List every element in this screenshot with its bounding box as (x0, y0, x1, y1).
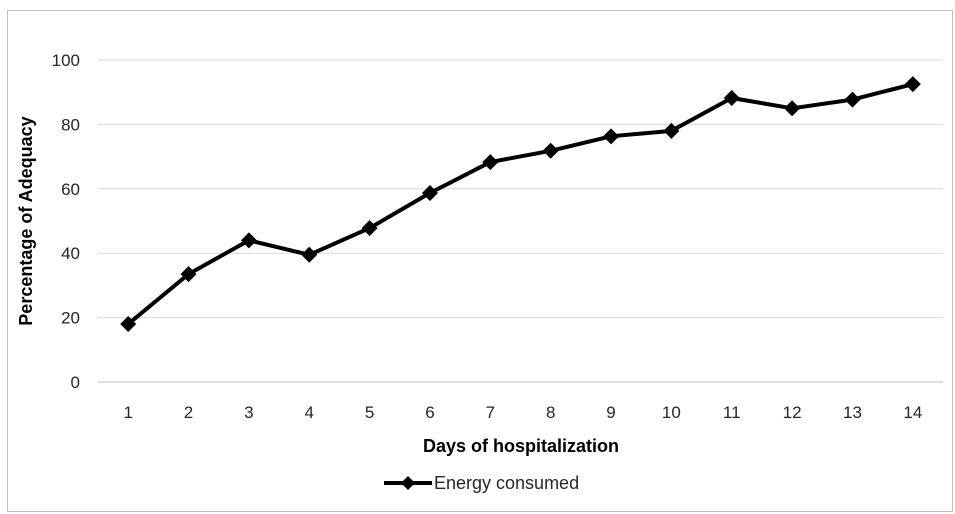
data-point (663, 122, 680, 139)
data-point (120, 316, 137, 333)
data-point (844, 91, 861, 108)
x-tick-label: 1 (123, 403, 132, 422)
data-point (301, 246, 318, 263)
x-tick-label: 3 (244, 403, 253, 422)
x-tick-label: 5 (365, 403, 374, 422)
data-point (482, 154, 499, 171)
x-tick-label: 4 (305, 403, 314, 422)
x-tick-label: 10 (662, 403, 681, 422)
x-tick-label: 14 (903, 403, 922, 422)
gridlines (98, 59, 943, 383)
y-tick-label: 100 (52, 51, 80, 70)
x-tick-label: 13 (843, 403, 862, 422)
x-tick-label: 9 (606, 403, 615, 422)
y-axis-title: Percentage of Adequacy (16, 116, 36, 325)
y-tick-label: 60 (61, 180, 80, 199)
series-layer (120, 76, 921, 333)
data-point (723, 89, 740, 106)
x-tick-label: 8 (546, 403, 555, 422)
legend: Energy consumed (384, 473, 579, 493)
data-point (180, 266, 197, 283)
legend-label: Energy consumed (434, 473, 579, 493)
y-axis-ticks: 0 20 40 60 80 100 (52, 51, 80, 392)
series-line (126, 82, 914, 326)
x-tick-label: 7 (486, 403, 495, 422)
x-axis-title: Days of hospitalization (423, 436, 619, 456)
x-axis-ticks: 1 2 3 4 5 6 7 8 9 10 11 12 13 14 (123, 403, 922, 422)
data-point (361, 220, 378, 237)
legend-diamond-marker (401, 476, 415, 490)
data-point (240, 232, 257, 249)
x-tick-label: 2 (184, 403, 193, 422)
data-point (421, 184, 438, 201)
chart-area (7, 10, 953, 512)
y-tick-label: 40 (61, 244, 80, 263)
y-tick-label: 20 (61, 309, 80, 328)
y-tick-label: 0 (71, 373, 80, 392)
data-point (603, 128, 620, 145)
x-tick-label: 6 (425, 403, 434, 422)
x-tick-label: 12 (783, 403, 802, 422)
data-point (904, 76, 921, 93)
y-tick-label: 80 (61, 115, 80, 134)
x-tick-label: 11 (723, 403, 741, 422)
data-point (542, 142, 559, 159)
data-point (784, 100, 801, 117)
